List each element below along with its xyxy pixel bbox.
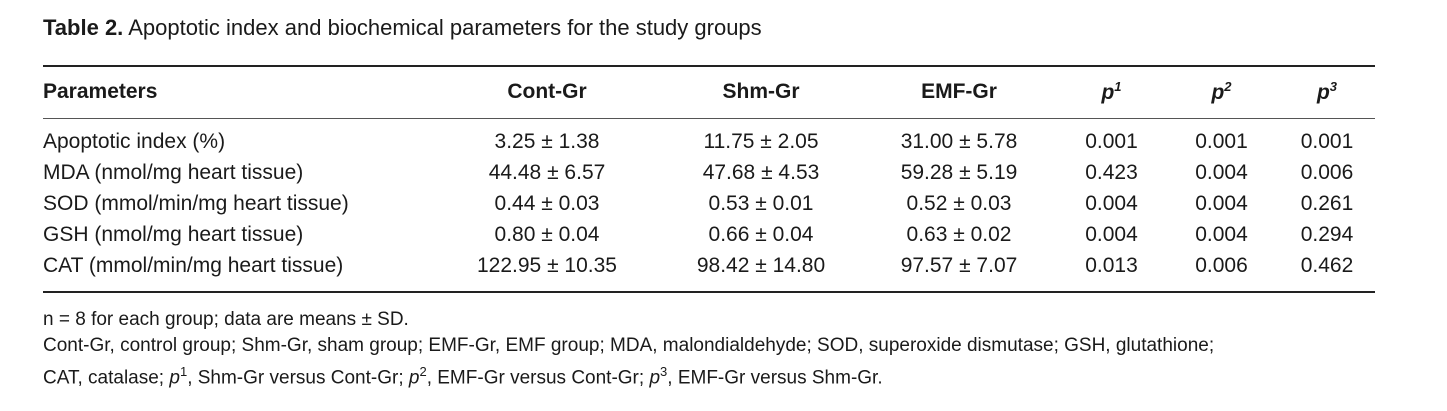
cell-p3: 0.006 — [1300, 160, 1354, 184]
cell-shm-gr: 47.68 ± 4.53 — [702, 160, 820, 184]
row-parameter: Apoptotic index (%) — [43, 129, 226, 153]
cell-cont-gr: 0.80 ± 0.04 — [494, 222, 600, 246]
footnote-sample-size: n = 8 for each group; data are means ± S… — [43, 309, 409, 330]
cell-p1: 0.013 — [1085, 253, 1138, 277]
header-p2: p2 — [1211, 79, 1232, 104]
header-cont-gr: Cont-Gr — [507, 80, 587, 103]
cell-p2: 0.001 — [1195, 129, 1248, 153]
header-row: Parameters Cont-Gr Shm-Gr EMF-Gr p1 p2 p… — [43, 72, 1375, 112]
cell-p3: 0.001 — [1300, 129, 1354, 153]
cell-p1: 0.423 — [1085, 160, 1138, 184]
row-parameter: GSH (nmol/mg heart tissue) — [43, 222, 304, 246]
cell-shm-gr: 11.75 ± 2.05 — [703, 129, 819, 153]
header-parameters: Parameters — [43, 80, 158, 103]
cell-p3: 0.462 — [1300, 253, 1354, 277]
bottom-rule — [43, 291, 1375, 293]
cell-p2: 0.004 — [1195, 191, 1248, 215]
cell-emf-gr: 31.00 ± 5.78 — [900, 129, 1018, 153]
table-caption: Table 2. Apoptotic index and biochemical… — [43, 14, 762, 42]
cell-cont-gr: 44.48 ± 6.57 — [488, 160, 606, 184]
row-parameter: SOD (mmol/min/mg heart tissue) — [43, 191, 349, 215]
header-shm-gr: Shm-Gr — [722, 80, 800, 103]
footnote-abbreviations: Cont-Gr, control group; Shm-Gr, sham gro… — [43, 335, 1215, 356]
row-parameter: CAT (mmol/min/mg heart tissue) — [43, 253, 344, 277]
table-row: CAT (mmol/min/mg heart tissue) 122.95 ± … — [43, 250, 1375, 281]
cell-cont-gr: 3.25 ± 1.38 — [494, 129, 600, 153]
header-p1: p1 — [1101, 79, 1122, 104]
table-footnotes: n = 8 for each group; data are means ± S… — [43, 307, 1214, 391]
caption-title: Apoptotic index and biochemical paramete… — [128, 15, 762, 40]
cell-p3: 0.294 — [1300, 222, 1354, 246]
table-row: GSH (nmol/mg heart tissue) 0.80 ± 0.04 0… — [43, 219, 1375, 250]
row-parameter: MDA (nmol/mg heart tissue) — [43, 160, 304, 184]
cell-p2: 0.004 — [1195, 160, 1248, 184]
footnote-comparisons: CAT, catalase; p1, Shm-Gr versus Cont-Gr… — [43, 364, 883, 389]
cell-shm-gr: 98.42 ± 14.80 — [696, 253, 826, 277]
cell-emf-gr: 0.52 ± 0.03 — [906, 191, 1012, 215]
cell-shm-gr: 0.53 ± 0.01 — [708, 191, 814, 215]
cell-shm-gr: 0.66 ± 0.04 — [708, 222, 814, 246]
table-row: MDA (nmol/mg heart tissue) 44.48 ± 6.57 … — [43, 157, 1375, 188]
data-table: Parameters Cont-Gr Shm-Gr EMF-Gr p1 p2 p… — [43, 72, 1375, 281]
cell-cont-gr: 0.44 ± 0.03 — [494, 191, 600, 215]
cell-p2: 0.006 — [1195, 253, 1248, 277]
header-emf-gr: EMF-Gr — [921, 80, 997, 103]
cell-p3: 0.261 — [1300, 191, 1354, 215]
cell-emf-gr: 97.57 ± 7.07 — [900, 253, 1018, 277]
table-row: Apoptotic index (%) 3.25 ± 1.38 11.75 ± … — [43, 112, 1375, 157]
header-rule — [43, 118, 1375, 119]
header-p3: p3 — [1316, 79, 1338, 104]
cell-p1: 0.001 — [1085, 129, 1138, 153]
cell-p2: 0.004 — [1195, 222, 1248, 246]
table-row: SOD (mmol/min/mg heart tissue) 0.44 ± 0.… — [43, 188, 1375, 219]
cell-emf-gr: 0.63 ± 0.02 — [906, 222, 1012, 246]
cell-emf-gr: 59.28 ± 5.19 — [900, 160, 1018, 184]
cell-p1: 0.004 — [1085, 222, 1138, 246]
cell-p1: 0.004 — [1085, 191, 1138, 215]
cell-cont-gr: 122.95 ± 10.35 — [477, 253, 617, 277]
top-rule — [43, 65, 1375, 67]
caption-label: Table 2. — [43, 15, 124, 40]
